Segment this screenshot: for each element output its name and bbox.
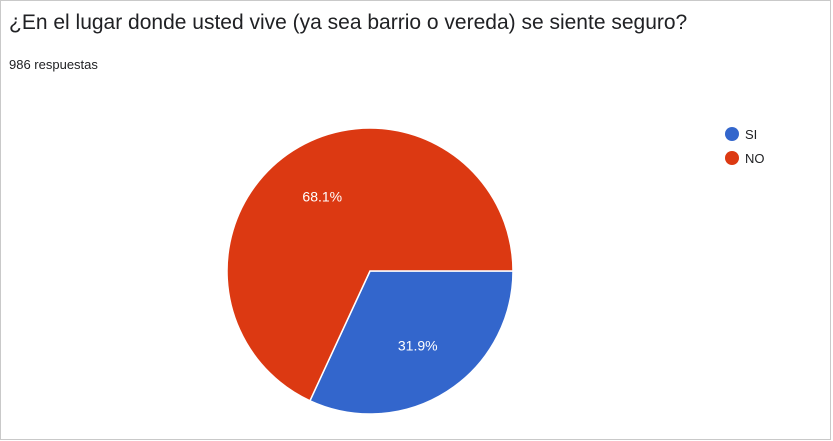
pie-slice-no[interactable]	[226, 127, 514, 402]
legend-swatch-si	[725, 127, 739, 141]
chart-legend: SI NO	[725, 122, 765, 170]
legend-item-si[interactable]: SI	[725, 122, 765, 146]
pie-label-si: 31.9%	[398, 338, 438, 354]
legend-item-no[interactable]: NO	[725, 146, 765, 170]
response-count: 986 respuestas	[9, 57, 98, 72]
legend-label-si: SI	[745, 126, 758, 142]
chart-title: ¿En el lugar donde usted vive (ya sea ba…	[9, 11, 688, 34]
pie-label-no: 68.1%	[302, 188, 342, 204]
legend-swatch-no	[725, 151, 739, 165]
pie-slice-si[interactable]	[308, 270, 514, 415]
legend-label-no: NO	[745, 150, 765, 166]
